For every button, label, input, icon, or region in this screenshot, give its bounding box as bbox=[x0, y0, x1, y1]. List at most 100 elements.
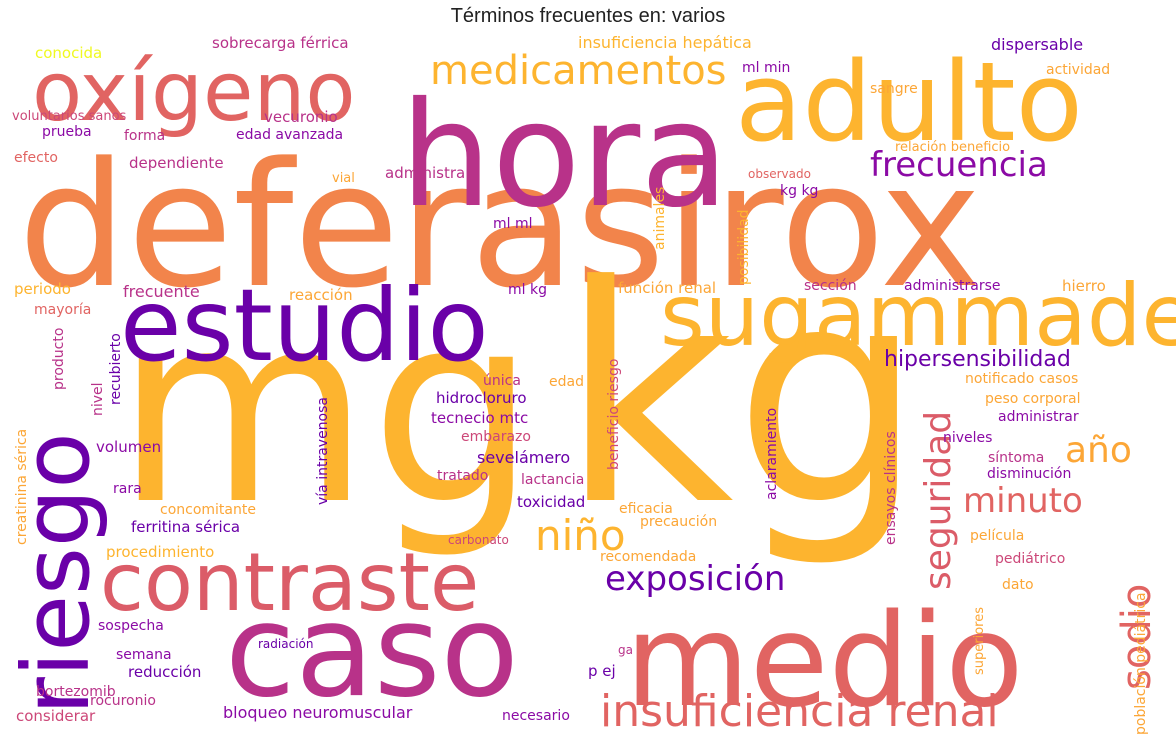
word-administrarse: administrarse bbox=[904, 278, 1001, 294]
word-unica: única bbox=[483, 373, 521, 389]
word-ga: ga bbox=[618, 643, 633, 657]
word-insuficiencia-hepatica: insuficiencia hepática bbox=[578, 33, 752, 52]
word-deferasirox: deferasirox bbox=[18, 125, 982, 326]
word-ferritina-serica: ferritina sérica bbox=[131, 518, 240, 536]
word-dato: dato bbox=[1002, 577, 1034, 593]
word-caso: caso bbox=[225, 577, 519, 726]
word-conocida: conocida bbox=[35, 44, 102, 62]
word-tratado: tratado bbox=[437, 468, 488, 484]
word-dependiente: dependiente bbox=[129, 154, 224, 172]
word-prueba: prueba bbox=[42, 124, 92, 140]
word-minuto: minuto bbox=[963, 481, 1083, 521]
word-medio: medio bbox=[625, 587, 1024, 736]
word-ml-ml: ml ml bbox=[493, 216, 533, 232]
word-producto: producto bbox=[51, 328, 67, 390]
word-semana: semana bbox=[116, 647, 172, 663]
word-beneficio-riesgo: beneficio riesgo bbox=[606, 359, 622, 470]
word-recubierto: recubierto bbox=[108, 333, 124, 405]
word-rocuronio: rocuronio bbox=[90, 693, 156, 709]
word-actividad: actividad bbox=[1046, 62, 1110, 78]
word-niveles: niveles bbox=[943, 430, 992, 446]
word-procedimiento: procedimiento bbox=[106, 543, 214, 561]
word-volumen: volumen bbox=[96, 438, 161, 456]
word-funcion-renal: función renal bbox=[618, 279, 716, 297]
word-edad-avanzada: edad avanzada bbox=[236, 127, 343, 143]
word-pelicula: película bbox=[970, 528, 1024, 544]
word-peso-corporal: peso corporal bbox=[985, 391, 1081, 407]
word-forma: forma bbox=[124, 128, 165, 144]
word-mg: mg bbox=[115, 257, 537, 562]
word-efecto: efecto bbox=[14, 150, 58, 166]
word-necesario: necesario bbox=[502, 708, 570, 724]
word-sugammadex: sugammadex bbox=[660, 266, 1176, 366]
word-frecuencia: frecuencia bbox=[870, 145, 1048, 185]
word-periodo: periodo bbox=[14, 280, 71, 298]
word-hipersensibilidad: hipersensibilidad bbox=[884, 347, 1071, 372]
word-ml-min: ml min bbox=[742, 60, 790, 76]
word-kg: kg bbox=[560, 222, 924, 571]
word-observado: observado bbox=[748, 167, 811, 181]
word-ensayos-clinicos: ensayos clínicos bbox=[883, 431, 899, 545]
word-disminucion: disminución bbox=[987, 466, 1071, 482]
word-p-ej: p ej bbox=[588, 662, 616, 680]
word-nino: niño bbox=[535, 511, 626, 560]
word-adulto: adulto bbox=[735, 38, 1083, 166]
word-precaucion: precaución bbox=[640, 514, 717, 530]
word-sodio: sodio bbox=[1114, 584, 1160, 690]
word-vecuronio: vecuronio bbox=[264, 108, 338, 126]
word-sospecha: sospecha bbox=[98, 618, 164, 634]
word-eficacia: eficacia bbox=[619, 501, 673, 517]
word-sangre: sangre bbox=[870, 81, 918, 97]
word-ml-kg: ml kg bbox=[508, 282, 547, 298]
word-via-intravenosa: vía intravenosa bbox=[315, 397, 331, 505]
word-oxigeno: oxígeno bbox=[32, 45, 356, 140]
page-title: Términos frecuentes en: varios bbox=[450, 5, 726, 27]
word-reaccion: reacción bbox=[289, 286, 353, 304]
word-reduccion: reducción bbox=[128, 663, 201, 681]
word-bloqueo-neuromuscular: bloqueo neuromuscular bbox=[223, 703, 413, 722]
word-superiores: superiores bbox=[972, 607, 987, 675]
word-exposicion: exposición bbox=[605, 559, 785, 599]
word-posibilidad: posibilidad bbox=[736, 209, 752, 285]
word-pediatrico: pediátrico bbox=[995, 551, 1065, 567]
word-contraste: contraste bbox=[100, 536, 479, 629]
word-insuficiencia-renal: insuficiencia renal bbox=[600, 686, 999, 737]
word-carbonato: carbonato bbox=[448, 533, 509, 547]
word-recomendada: recomendada bbox=[600, 549, 696, 565]
word-kg-kg: kg kg bbox=[780, 183, 818, 199]
word-embarazo: embarazo bbox=[461, 429, 531, 445]
word-aclaramiento: aclaramiento bbox=[764, 408, 780, 500]
word-administra: administra bbox=[385, 164, 465, 182]
word-toxicidad: toxicidad bbox=[517, 493, 585, 511]
word-seccion: sección bbox=[804, 278, 857, 294]
word-concomitante: concomitante bbox=[160, 502, 256, 518]
word-hidrocloruro: hidrocloruro bbox=[436, 389, 527, 407]
word-frecuente: frecuente bbox=[123, 282, 200, 301]
word-sobrecarga-ferrica: sobrecarga férrica bbox=[212, 34, 349, 52]
word-rara: rara bbox=[113, 481, 142, 497]
word-mayoria: mayoría bbox=[34, 302, 91, 318]
word-nivel: nivel bbox=[90, 382, 106, 416]
word-administrar: administrar bbox=[998, 409, 1079, 425]
word-voluntarios-sanos: voluntarios sanos bbox=[12, 109, 127, 124]
word-sevelamero: sevelámero bbox=[477, 448, 570, 467]
word-lactancia: lactancia bbox=[521, 472, 584, 488]
word-dispersable: dispersable bbox=[991, 35, 1083, 54]
word-sintoma: síntoma bbox=[988, 450, 1044, 466]
word-relacion-beneficio: relación beneficio bbox=[895, 140, 1010, 155]
word-riesgo: riesgo bbox=[3, 432, 110, 715]
word-vial: vial bbox=[332, 171, 355, 186]
word-tecnecio-mtc: tecnecio mtc bbox=[431, 409, 528, 427]
word-edad: edad bbox=[549, 374, 584, 390]
word-radiacion: radiación bbox=[258, 637, 313, 651]
word-estudio: estudio bbox=[120, 267, 489, 384]
word-hora: hora bbox=[400, 71, 729, 240]
word-creatinina-serica: creatinina sérica bbox=[14, 429, 30, 545]
word-poblacion-pediatrica: población pediátrica bbox=[1133, 592, 1149, 735]
word-considerar: considerar bbox=[16, 707, 96, 725]
word-ano: año bbox=[1065, 430, 1132, 471]
word-bortezomib: bortezomib bbox=[36, 684, 116, 700]
word-medicamentos: medicamentos bbox=[430, 48, 727, 94]
word-animales: animales bbox=[652, 187, 668, 250]
